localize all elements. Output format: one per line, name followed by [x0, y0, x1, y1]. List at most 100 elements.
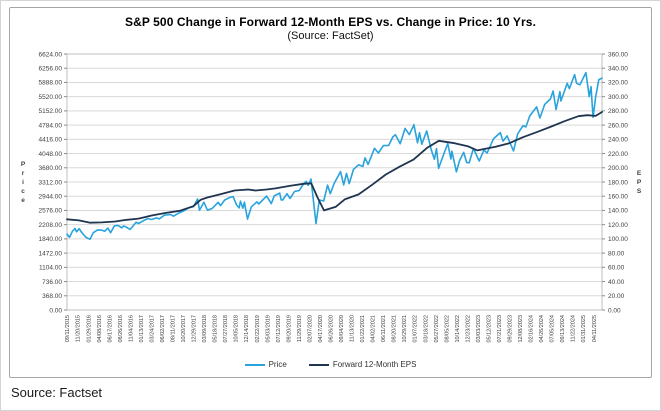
- svg-text:0.00: 0.00: [608, 307, 621, 314]
- svg-text:05/12/2023: 05/12/2023: [486, 315, 492, 343]
- svg-text:r: r: [22, 170, 25, 177]
- svg-text:4416.00: 4416.00: [39, 137, 63, 144]
- svg-text:04/17/2020: 04/17/2020: [318, 315, 324, 343]
- svg-text:4048.00: 4048.00: [39, 151, 63, 158]
- svg-text:11/20/2015: 11/20/2015: [76, 315, 82, 342]
- svg-text:09/20/2019: 09/20/2019: [286, 315, 292, 343]
- svg-text:240.00: 240.00: [608, 137, 628, 144]
- svg-text:03/09/2018: 03/09/2018: [202, 315, 208, 343]
- svg-text:08/05/2022: 08/05/2022: [444, 315, 450, 343]
- svg-text:368.00: 368.00: [42, 293, 62, 300]
- svg-text:07/21/2023: 07/21/2023: [497, 315, 503, 343]
- svg-text:e: e: [21, 197, 25, 204]
- svg-text:10/14/2022: 10/14/2022: [455, 315, 461, 343]
- svg-text:07/27/2018: 07/27/2018: [223, 315, 229, 343]
- chart-legend: Price Forward 12-Month EPS: [10, 360, 651, 369]
- svg-text:07/05/2024: 07/05/2024: [550, 315, 556, 343]
- legend-item-price: Price: [244, 360, 287, 369]
- svg-text:6256.00: 6256.00: [39, 66, 63, 73]
- svg-text:6624.00: 6624.00: [39, 51, 63, 58]
- svg-text:2576.00: 2576.00: [39, 208, 63, 215]
- svg-text:E: E: [637, 170, 642, 177]
- price-line-icon: [244, 363, 265, 366]
- chart-title: S&P 500 Change in Forward 12-Month EPS v…: [124, 15, 537, 29]
- svg-text:01/31/2025: 01/31/2025: [581, 315, 587, 343]
- svg-text:100.00: 100.00: [608, 236, 628, 243]
- svg-text:320.00: 320.00: [608, 80, 628, 87]
- svg-text:09/11/2015: 09/11/2015: [65, 315, 71, 342]
- svg-text:20.00: 20.00: [608, 293, 625, 300]
- svg-text:c: c: [21, 188, 25, 195]
- svg-text:2944.00: 2944.00: [39, 194, 63, 201]
- svg-text:11/13/2020: 11/13/2020: [350, 315, 356, 342]
- svg-text:736.00: 736.00: [42, 279, 62, 286]
- svg-text:11/22/2024: 11/22/2024: [571, 315, 577, 342]
- legend-item-eps: Forward 12-Month EPS: [308, 360, 417, 369]
- svg-text:2208.00: 2208.00: [39, 222, 63, 229]
- svg-text:10/29/2021: 10/29/2021: [402, 315, 408, 343]
- svg-text:08/26/2016: 08/26/2016: [118, 315, 124, 343]
- svg-text:09/13/2024: 09/13/2024: [560, 315, 566, 343]
- svg-text:280.00: 280.00: [608, 108, 628, 115]
- chart-canvas: 0.00 368.00 736.00 1104.00 1472.00 1840.00 220…: [21, 51, 642, 343]
- svg-text:3680.00: 3680.00: [39, 165, 63, 172]
- svg-text:01/29/2016: 01/29/2016: [86, 315, 92, 343]
- svg-text:05/27/2022: 05/27/2022: [434, 315, 440, 343]
- svg-text:10/20/2017: 10/20/2017: [181, 315, 187, 343]
- svg-text:360.00: 360.00: [608, 51, 628, 58]
- svg-text:220.00: 220.00: [608, 151, 628, 158]
- svg-text:1472.00: 1472.00: [39, 250, 63, 257]
- chart-subtitle: (Source: FactSet): [287, 30, 374, 42]
- right-axis-title: EPS: [637, 170, 642, 195]
- svg-text:180.00: 180.00: [608, 179, 628, 186]
- svg-text:06/26/2020: 06/26/2020: [328, 315, 334, 343]
- svg-text:260.00: 260.00: [608, 122, 628, 129]
- svg-text:300.00: 300.00: [608, 94, 628, 101]
- svg-text:01/07/2022: 01/07/2022: [413, 315, 419, 343]
- price-line: [66, 71, 603, 241]
- svg-text:07/12/2019: 07/12/2019: [276, 315, 282, 343]
- svg-text:12/14/2018: 12/14/2018: [244, 315, 250, 343]
- svg-text:03/24/2017: 03/24/2017: [149, 315, 155, 343]
- svg-text:04/08/2016: 04/08/2016: [97, 315, 103, 343]
- svg-text:80.00: 80.00: [608, 250, 625, 257]
- svg-text:160.00: 160.00: [608, 194, 628, 201]
- svg-text:S: S: [637, 188, 642, 195]
- right-axis-labels: 0.00 20.00 40.00 60.00 80.00 100.00 120.00 140.…: [602, 51, 628, 314]
- svg-text:09/04/2020: 09/04/2020: [339, 315, 345, 343]
- svg-text:0.00: 0.00: [49, 307, 62, 314]
- svg-text:10/05/2018: 10/05/2018: [234, 315, 240, 343]
- svg-text:08/11/2017: 08/11/2017: [171, 315, 177, 342]
- svg-text:04/26/2024: 04/26/2024: [539, 315, 545, 343]
- svg-text:01/22/2021: 01/22/2021: [360, 315, 366, 343]
- svg-text:05/18/2018: 05/18/2018: [213, 315, 219, 343]
- chart-panel: S&P 500 Change in Forward 12-Month EPS v…: [9, 7, 652, 378]
- svg-text:06/02/2017: 06/02/2017: [160, 315, 166, 343]
- svg-text:5888.00: 5888.00: [39, 80, 63, 87]
- gridlines: [67, 53, 602, 311]
- source-note: Source: Factset: [11, 385, 103, 400]
- svg-text:11/04/2016: 11/04/2016: [128, 315, 134, 342]
- svg-text:1104.00: 1104.00: [39, 265, 62, 272]
- legend-label-price: Price: [268, 360, 287, 369]
- svg-text:03/18/2022: 03/18/2022: [423, 315, 429, 343]
- svg-text:5520.00: 5520.00: [39, 94, 63, 101]
- svg-text:05/03/2019: 05/03/2019: [265, 315, 271, 343]
- svg-text:08/20/2021: 08/20/2021: [392, 315, 398, 343]
- svg-text:12/29/2017: 12/29/2017: [192, 315, 198, 343]
- left-axis-title: Price: [21, 161, 26, 204]
- svg-text:60.00: 60.00: [608, 265, 625, 272]
- svg-text:04/02/2021: 04/02/2021: [371, 315, 377, 343]
- svg-text:5152.00: 5152.00: [39, 108, 63, 115]
- svg-text:02/07/2020: 02/07/2020: [307, 315, 313, 343]
- svg-text:P: P: [637, 179, 642, 186]
- x-axis-labels: 09/11/2015 11/20/2015 01/29/2016 04/08/2016…: [65, 315, 598, 343]
- svg-text:12/23/2022: 12/23/2022: [465, 315, 471, 343]
- svg-text:i: i: [22, 179, 24, 186]
- legend-label-eps: Forward 12-Month EPS: [332, 360, 417, 369]
- svg-text:02/16/2024: 02/16/2024: [529, 315, 535, 343]
- svg-text:06/17/2016: 06/17/2016: [107, 315, 113, 343]
- svg-text:02/22/2019: 02/22/2019: [255, 315, 261, 343]
- svg-text:200.00: 200.00: [608, 165, 628, 172]
